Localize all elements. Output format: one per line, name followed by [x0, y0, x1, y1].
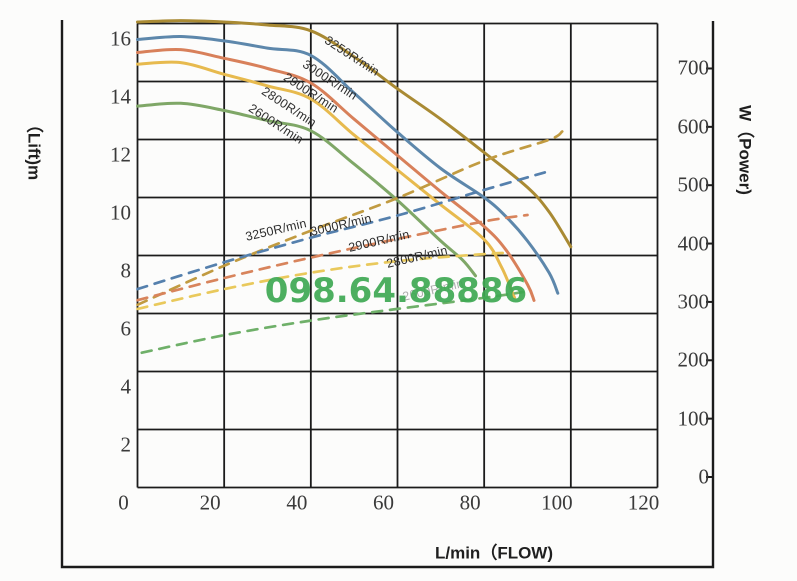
lift-tick-label: 2: [120, 432, 132, 456]
power-tick-label: 400: [677, 231, 710, 256]
lift-curve-3250: [136, 19, 573, 249]
x-tick-label: 40: [286, 490, 308, 515]
power-curve-3250: [136, 130, 564, 307]
x-tick-label: 120: [627, 490, 660, 515]
power-curve-3000: [136, 171, 547, 291]
power-tick-label: 100: [677, 406, 710, 431]
power-curve-2900: [136, 213, 529, 302]
lift-tick-label: 6: [120, 316, 132, 340]
lift-tick-label: 10: [110, 200, 131, 224]
power-tick-label: 500: [677, 172, 710, 197]
power-tick-label: 700: [677, 55, 710, 80]
lift-tick-label: 4: [120, 374, 132, 398]
x-tick-label: 20: [199, 490, 221, 515]
power-curve-label-3250: 3250R/min: [244, 216, 308, 244]
lift-tick-label: 16: [110, 26, 131, 50]
power-curve-label-2800: 2800R/min: [385, 243, 449, 271]
power-tick-label: 600: [677, 114, 710, 139]
power-tick-label: 0: [698, 464, 710, 489]
power-curve-2600: [140, 290, 525, 355]
x-tick-label: 60: [373, 490, 394, 515]
lift-tick-label: 14: [110, 84, 131, 108]
lift-tick-label: 12: [110, 142, 131, 166]
watermark-phone-number: 098.64.88886: [264, 271, 528, 311]
x-tick-label: 80: [459, 490, 481, 515]
lift-curve-2900: [136, 47, 536, 302]
lift-curve-3000: [136, 34, 560, 295]
power-tick-label: 300: [677, 289, 710, 314]
x-axis-title-flow: L/min（FLOW): [434, 543, 554, 563]
x-tick-label: 0: [118, 490, 129, 515]
x-tick-label: 100: [541, 490, 573, 515]
lift-curve-2800: [136, 60, 516, 300]
power-curve-2800: [136, 251, 508, 311]
power-curve-label-2900: 2900R/min: [347, 227, 411, 255]
lift-curve-2600: [136, 101, 477, 278]
power-curve-label-3000: 3000R/min: [309, 211, 373, 239]
figure-frame: [60, 20, 715, 569]
lift-tick-label: 8: [120, 258, 132, 282]
power-tick-label: 200: [677, 347, 710, 372]
